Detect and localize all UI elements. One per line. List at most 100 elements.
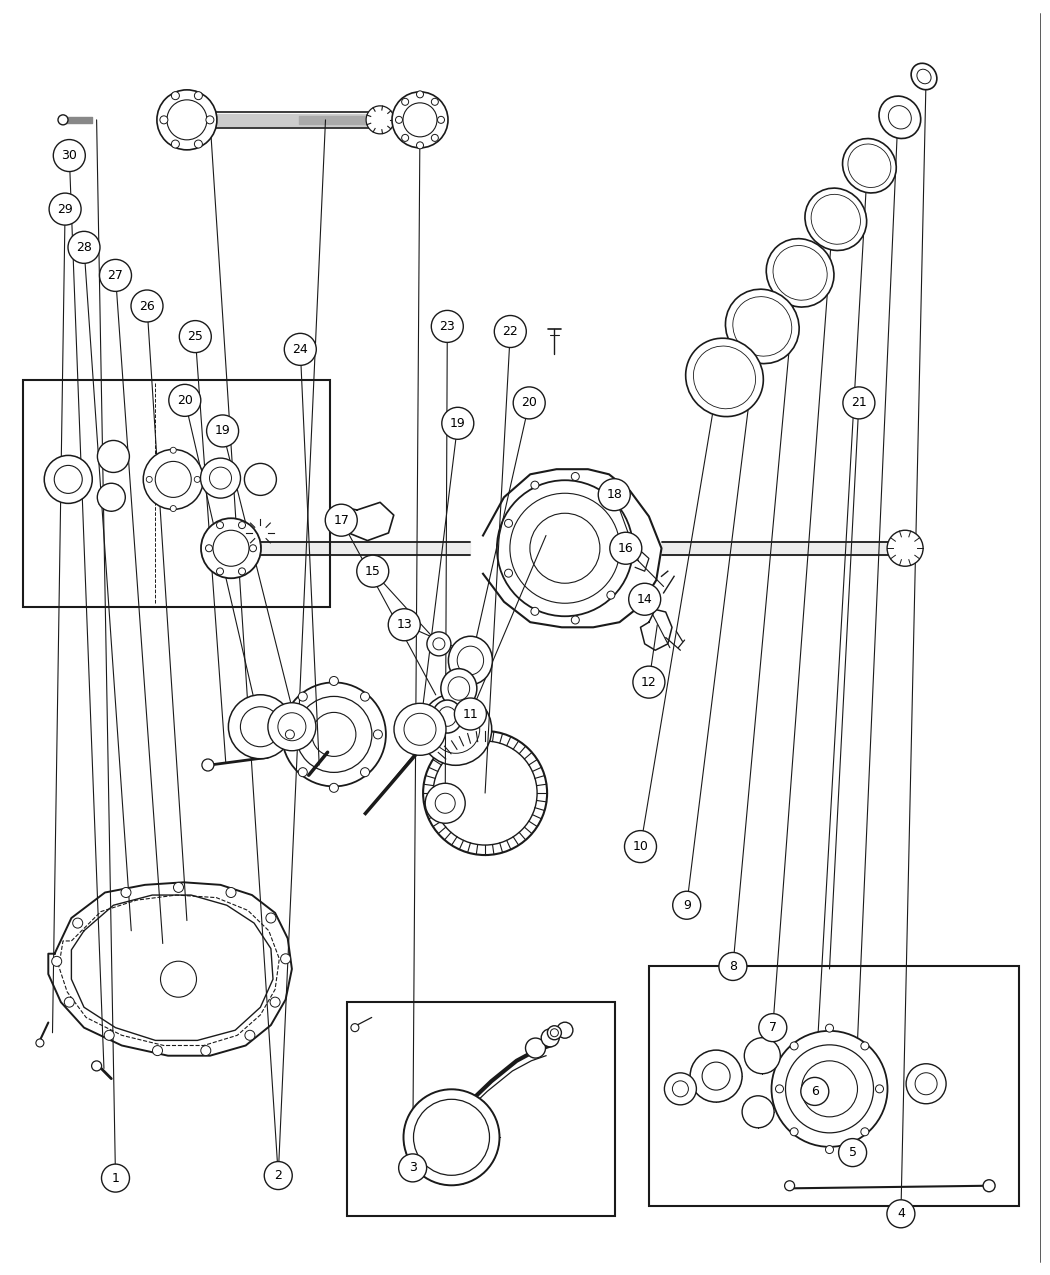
Circle shape <box>98 440 129 473</box>
Text: 18: 18 <box>606 488 623 501</box>
Circle shape <box>776 1085 783 1093</box>
Text: 7: 7 <box>769 1021 777 1034</box>
Circle shape <box>433 638 445 650</box>
Ellipse shape <box>855 150 884 181</box>
Circle shape <box>432 98 438 106</box>
Ellipse shape <box>888 106 911 129</box>
Circle shape <box>607 497 615 505</box>
Circle shape <box>690 1051 742 1102</box>
Circle shape <box>607 592 615 599</box>
Circle shape <box>226 887 236 898</box>
Circle shape <box>201 518 261 579</box>
Circle shape <box>825 1145 834 1154</box>
Circle shape <box>194 140 203 148</box>
Circle shape <box>427 632 450 655</box>
Circle shape <box>36 1039 44 1047</box>
Circle shape <box>571 616 580 623</box>
Circle shape <box>392 92 448 148</box>
Ellipse shape <box>438 706 457 727</box>
Circle shape <box>155 462 191 497</box>
Text: 17: 17 <box>333 514 350 527</box>
Circle shape <box>550 1029 559 1037</box>
Circle shape <box>104 1030 114 1040</box>
Ellipse shape <box>842 139 897 193</box>
Circle shape <box>906 1063 946 1104</box>
Ellipse shape <box>781 254 819 292</box>
Circle shape <box>633 666 665 699</box>
Circle shape <box>131 289 163 323</box>
Ellipse shape <box>766 238 834 307</box>
Circle shape <box>396 116 402 124</box>
Circle shape <box>983 1179 995 1192</box>
Text: 19: 19 <box>214 425 231 437</box>
Circle shape <box>374 729 382 740</box>
Circle shape <box>513 386 545 419</box>
Circle shape <box>51 956 62 966</box>
Circle shape <box>152 1046 163 1056</box>
Circle shape <box>598 478 630 511</box>
Circle shape <box>146 477 152 482</box>
Circle shape <box>504 519 512 528</box>
Circle shape <box>143 449 204 510</box>
Circle shape <box>556 1023 573 1038</box>
Circle shape <box>245 1030 255 1040</box>
Circle shape <box>201 458 240 499</box>
Circle shape <box>744 1038 780 1074</box>
Circle shape <box>388 608 420 641</box>
Text: 20: 20 <box>176 394 193 407</box>
Circle shape <box>173 882 184 892</box>
Ellipse shape <box>819 203 853 236</box>
Circle shape <box>245 463 276 496</box>
Circle shape <box>285 333 316 366</box>
Circle shape <box>547 1026 562 1039</box>
Circle shape <box>784 1181 795 1191</box>
Circle shape <box>280 954 291 964</box>
Text: 29: 29 <box>57 203 72 215</box>
Circle shape <box>876 1085 883 1093</box>
Circle shape <box>171 92 180 99</box>
Circle shape <box>510 493 620 603</box>
Circle shape <box>394 704 446 755</box>
Ellipse shape <box>448 636 492 685</box>
Circle shape <box>202 759 214 771</box>
Circle shape <box>402 134 408 142</box>
Circle shape <box>432 134 438 142</box>
Circle shape <box>417 91 423 98</box>
Circle shape <box>791 1042 798 1049</box>
Circle shape <box>98 483 125 511</box>
Ellipse shape <box>433 700 462 733</box>
Circle shape <box>170 448 176 453</box>
Circle shape <box>702 1062 730 1090</box>
Text: 30: 30 <box>61 149 78 162</box>
Circle shape <box>167 99 207 140</box>
Text: 21: 21 <box>850 397 867 409</box>
Text: 28: 28 <box>76 241 92 254</box>
Text: 4: 4 <box>897 1207 905 1220</box>
Ellipse shape <box>704 356 745 399</box>
Circle shape <box>161 961 196 997</box>
Circle shape <box>366 106 394 134</box>
Circle shape <box>160 116 168 124</box>
Circle shape <box>825 1024 834 1033</box>
Circle shape <box>531 607 539 616</box>
Circle shape <box>68 231 100 264</box>
Circle shape <box>238 521 246 529</box>
Text: 13: 13 <box>397 618 412 631</box>
Ellipse shape <box>726 289 799 363</box>
Text: 14: 14 <box>636 593 653 606</box>
Circle shape <box>64 997 75 1007</box>
Circle shape <box>530 514 600 583</box>
Circle shape <box>541 1029 560 1047</box>
Circle shape <box>216 521 224 529</box>
Circle shape <box>887 1200 915 1228</box>
Circle shape <box>281 682 386 787</box>
Circle shape <box>330 783 338 792</box>
Circle shape <box>49 193 81 226</box>
Circle shape <box>404 713 436 746</box>
Circle shape <box>207 414 238 448</box>
Circle shape <box>839 1139 866 1167</box>
Circle shape <box>250 544 256 552</box>
Circle shape <box>673 891 700 919</box>
Circle shape <box>351 1024 359 1031</box>
Circle shape <box>455 697 486 731</box>
